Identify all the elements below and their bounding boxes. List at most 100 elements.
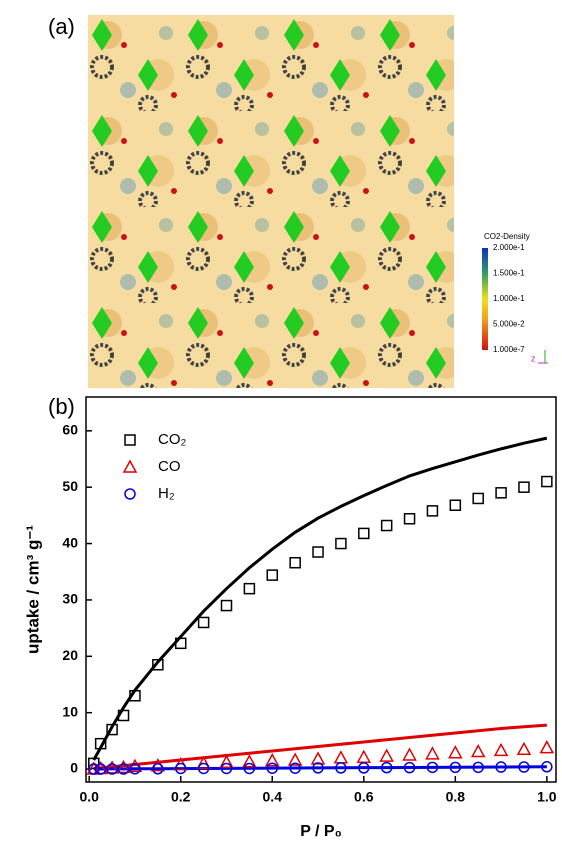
- marker: [380, 519, 393, 532]
- y-tick-label: 30: [62, 591, 78, 607]
- marker: [94, 763, 107, 775]
- marker: [289, 762, 301, 774]
- marker: [516, 741, 532, 756]
- marker: [117, 709, 130, 722]
- marker: [152, 763, 164, 775]
- marker: [219, 754, 234, 769]
- marker: [448, 745, 463, 759]
- marker: [196, 755, 211, 770]
- marker: [403, 761, 416, 774]
- marker: [403, 513, 416, 525]
- colorbar-label: 5.000e-2: [493, 320, 525, 329]
- marker: [541, 761, 553, 773]
- colorbar-label: 2.000e-1: [493, 243, 525, 252]
- marker: [106, 723, 118, 736]
- axis-indicator: z: [531, 353, 536, 363]
- plot-frame: [85, 396, 557, 783]
- marker: [539, 740, 555, 754]
- x-tick-label: 0.2: [171, 789, 191, 805]
- marker: [174, 762, 187, 775]
- y-tick-label: 40: [62, 534, 78, 550]
- colorbar-label: 1.500e-1: [493, 269, 525, 278]
- marker: [104, 760, 120, 774]
- marker: [402, 747, 417, 761]
- legend-area: [454, 15, 554, 388]
- y-tick-label: 20: [62, 647, 78, 663]
- legend-label: H₂: [158, 485, 175, 502]
- structure-image: [88, 15, 454, 388]
- marker: [124, 488, 136, 500]
- x-tick-label: 1.0: [537, 789, 557, 805]
- legend-label: CO₂: [158, 431, 187, 448]
- y-tick-label: 10: [62, 703, 78, 719]
- marker: [425, 746, 440, 760]
- x-tick-label: 0.6: [354, 789, 374, 805]
- marker: [266, 762, 279, 774]
- marker: [106, 763, 118, 775]
- marker: [472, 761, 484, 774]
- marker: [495, 761, 507, 773]
- marker: [379, 748, 394, 762]
- marker: [116, 759, 131, 774]
- marker: [312, 762, 324, 774]
- marker: [117, 763, 130, 775]
- y-tick-label: 0: [70, 760, 78, 776]
- marker: [356, 749, 372, 763]
- colorbar-label: 1.000e-1: [493, 294, 525, 303]
- marker: [289, 556, 301, 569]
- marker: [426, 505, 439, 517]
- x-tick-label: 0.4: [263, 789, 283, 805]
- marker: [312, 546, 324, 558]
- marker: [426, 761, 439, 774]
- marker: [335, 537, 347, 550]
- marker: [152, 659, 164, 671]
- marker: [220, 762, 233, 775]
- marker: [518, 761, 530, 773]
- x-axis-label: P / P₀: [300, 823, 342, 840]
- marker: [122, 459, 138, 473]
- marker: [266, 569, 279, 581]
- panel-label: (a): [48, 14, 75, 39]
- marker: [197, 762, 210, 775]
- marker: [358, 527, 370, 540]
- marker: [220, 599, 233, 612]
- x-tick-label: 0.0: [79, 789, 99, 805]
- marker: [470, 743, 486, 758]
- marker: [380, 761, 393, 774]
- marker: [518, 481, 530, 493]
- marker: [243, 762, 256, 775]
- marker: [242, 754, 257, 768]
- marker: [88, 757, 100, 770]
- marker: [449, 761, 462, 774]
- marker: [264, 753, 280, 767]
- marker: [129, 690, 141, 702]
- marker: [358, 762, 370, 774]
- marker: [88, 763, 100, 775]
- marker: [541, 475, 553, 488]
- marker: [495, 487, 507, 499]
- marker: [129, 763, 141, 775]
- marker: [287, 752, 303, 766]
- legend-label: CO: [158, 458, 181, 475]
- marker: [449, 499, 462, 511]
- chart: 0.0 0.2 0.4 0.6 0.8 1.0 0 10 20 30 40 50 60 P / P₀ upt…: [23, 396, 557, 840]
- marker: [335, 762, 347, 774]
- marker: [472, 492, 484, 505]
- y-axis-label: uptake / cm³ g⁻¹: [23, 525, 42, 654]
- marker: [493, 742, 509, 757]
- marker: [94, 737, 107, 750]
- marker: [243, 582, 256, 595]
- fit-line: [93, 765, 547, 771]
- colorbar-labels: 2.000e-1 1.500e-1 1.000e-1 5.000e-2 1.000e-7: [493, 243, 525, 354]
- marker: [174, 637, 187, 650]
- y-tick-label: 60: [62, 422, 78, 438]
- marker: [197, 616, 210, 629]
- colorbar-label: 1.000e-7: [493, 345, 525, 354]
- x-tick-label: 0.8: [446, 789, 466, 805]
- marker: [124, 434, 136, 446]
- colorbar: [482, 248, 488, 350]
- y-tick-label: 50: [62, 478, 78, 494]
- colorbar-title: CO2-Density: [484, 232, 530, 241]
